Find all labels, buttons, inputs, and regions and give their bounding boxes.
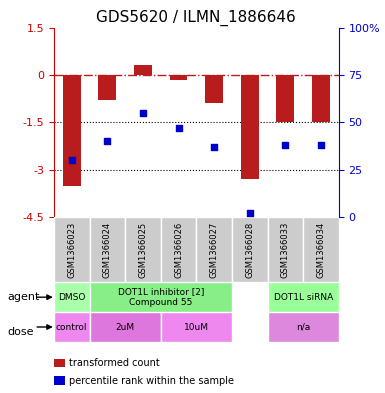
Point [247, 210, 253, 217]
Bar [125, 217, 161, 282]
Text: DMSO: DMSO [58, 293, 85, 302]
Bar [89, 312, 161, 342]
Text: GSM1366033: GSM1366033 [281, 222, 290, 278]
Bar [196, 217, 232, 282]
Text: transformed count: transformed count [69, 358, 159, 368]
Text: GSM1366023: GSM1366023 [67, 222, 76, 278]
Text: GSM1366027: GSM1366027 [210, 222, 219, 278]
Title: GDS5620 / ILMN_1886646: GDS5620 / ILMN_1886646 [97, 10, 296, 26]
Text: GSM1366034: GSM1366034 [316, 222, 325, 278]
Text: control: control [56, 323, 87, 332]
Bar [232, 217, 268, 282]
Bar [170, 75, 187, 80]
Point [176, 125, 182, 131]
Point [69, 157, 75, 163]
Text: 2uM: 2uM [116, 323, 135, 332]
Bar [54, 217, 90, 282]
Point [140, 110, 146, 116]
Bar [312, 75, 330, 122]
Bar [161, 217, 196, 282]
Bar [134, 66, 152, 75]
Bar [89, 282, 232, 312]
Bar [303, 217, 339, 282]
Bar [276, 75, 294, 122]
Text: DOT1L siRNA: DOT1L siRNA [274, 293, 333, 302]
Text: GSM1366024: GSM1366024 [103, 222, 112, 278]
Bar [268, 282, 339, 312]
Bar [54, 282, 89, 312]
Text: GSM1366025: GSM1366025 [139, 222, 147, 278]
Text: agent: agent [8, 292, 40, 302]
Bar [268, 312, 339, 342]
Point [318, 142, 324, 148]
Text: percentile rank within the sample: percentile rank within the sample [69, 376, 234, 386]
Text: GSM1366028: GSM1366028 [245, 222, 254, 278]
Bar [161, 312, 232, 342]
Point [282, 142, 288, 148]
Bar [268, 217, 303, 282]
Point [211, 144, 217, 150]
Text: DOT1L inhibitor [2]
Compound 55: DOT1L inhibitor [2] Compound 55 [117, 288, 204, 307]
Bar [99, 75, 116, 100]
Text: GSM1366026: GSM1366026 [174, 222, 183, 278]
Bar [54, 312, 89, 342]
Text: 10uM: 10uM [184, 323, 209, 332]
Bar [90, 217, 125, 282]
Point [104, 138, 110, 145]
Bar [241, 75, 259, 179]
Bar [205, 75, 223, 103]
Text: n/a: n/a [296, 323, 310, 332]
Text: dose: dose [8, 327, 34, 337]
Bar [63, 75, 80, 185]
